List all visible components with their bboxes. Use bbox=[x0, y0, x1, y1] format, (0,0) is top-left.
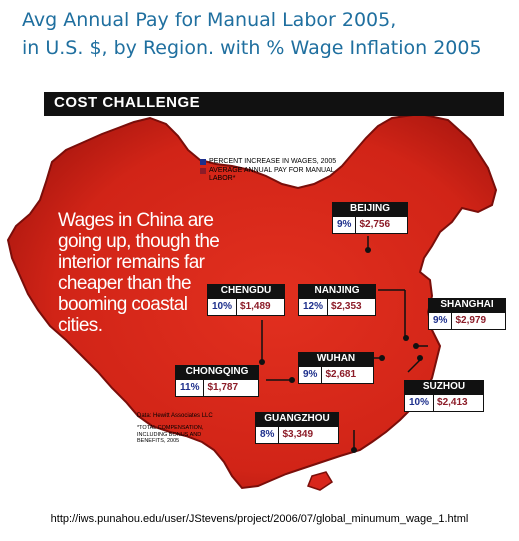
wage-increase: 12% bbox=[299, 299, 329, 315]
annual-pay: $2,681 bbox=[325, 369, 357, 380]
city-label-suzhou: SUZHOU 10% $2,413 bbox=[404, 380, 484, 412]
wage-increase: 9% bbox=[333, 217, 357, 233]
city-values: 11% $1,787 bbox=[175, 379, 259, 397]
callout-text: Wages in China are going up, though the … bbox=[58, 210, 220, 336]
source-url: http://iws.punahou.edu/user/JStevens/pro… bbox=[50, 513, 469, 525]
city-label-chongqing: CHONGQING 11% $1,787 bbox=[175, 365, 259, 397]
city-label-chengdu: CHENGDU 10% $1,489 bbox=[207, 284, 285, 316]
wage-increase: 11% bbox=[176, 380, 205, 396]
city-label-shanghai: SHANGHAI 9% $2,979 bbox=[428, 298, 506, 330]
annual-pay: $1,489 bbox=[240, 301, 271, 312]
city-values: 9% $2,681 bbox=[298, 366, 374, 384]
city-name: GUANGZHOU bbox=[255, 412, 339, 426]
legend-swatch-blue bbox=[200, 159, 206, 165]
page-title: Avg Annual Pay for Manual Labor 2005, in… bbox=[22, 6, 512, 62]
title-line-1: Avg Annual Pay for Manual Labor 2005, bbox=[22, 9, 397, 31]
leader-lines bbox=[261, 236, 428, 448]
legend-item-pay: AVERAGE ANNUAL PAY FOR MANUAL LABOR* bbox=[200, 167, 359, 183]
wage-increase: 9% bbox=[429, 313, 453, 329]
city-name: CHONGQING bbox=[175, 365, 259, 379]
city-values: 9% $2,979 bbox=[428, 312, 506, 330]
city-values: 12% $2,353 bbox=[298, 298, 376, 316]
city-name: SUZHOU bbox=[404, 380, 484, 394]
hainan-island bbox=[307, 471, 334, 491]
city-values: 9% $2,756 bbox=[332, 216, 408, 234]
city-values: 8% $3,349 bbox=[255, 426, 339, 444]
annual-pay: $1,787 bbox=[207, 382, 239, 393]
city-name: BEIJING bbox=[332, 202, 408, 216]
city-markers bbox=[259, 247, 423, 453]
legend-label: AVERAGE ANNUAL PAY FOR MANUAL LABOR* bbox=[209, 167, 335, 182]
annual-pay: $2,756 bbox=[359, 219, 391, 230]
legend-item-percent: PERCENT INCREASE IN WAGES, 2005 bbox=[200, 158, 359, 166]
title-line-2: in U.S. $, by Region. with % Wage Inflat… bbox=[22, 37, 482, 59]
city-values: 10% $2,413 bbox=[404, 394, 484, 412]
wage-increase: 10% bbox=[405, 395, 435, 411]
city-label-beijing: BEIJING 9% $2,756 bbox=[332, 202, 408, 234]
data-source: Data: Hewitt Associates LLC bbox=[137, 413, 213, 419]
legend-label: PERCENT INCREASE IN WAGES, 2005 bbox=[209, 158, 337, 165]
cost-challenge-banner: COST CHALLENGE bbox=[44, 92, 504, 116]
city-label-guangzhou: GUANGZHOU 8% $3,349 bbox=[255, 412, 339, 444]
city-name: SHANGHAI bbox=[428, 298, 506, 312]
city-label-nanjing: NANJING 12% $2,353 bbox=[298, 284, 376, 316]
banner-label: COST CHALLENGE bbox=[54, 94, 201, 111]
city-label-wuhan: WUHAN 9% $2,681 bbox=[298, 352, 374, 384]
legend-swatch-red bbox=[200, 168, 206, 174]
city-name: WUHAN bbox=[298, 352, 374, 366]
annual-pay: $3,349 bbox=[282, 429, 314, 440]
wage-increase: 9% bbox=[299, 367, 323, 383]
footnote: *TOTAL COMPENSATION, INCLUDING BONUS AND… bbox=[137, 425, 204, 444]
wage-increase: 10% bbox=[208, 299, 238, 315]
annual-pay: $2,413 bbox=[437, 397, 468, 408]
annual-pay: $2,979 bbox=[455, 315, 487, 326]
legend: PERCENT INCREASE IN WAGES, 2005 AVERAGE … bbox=[200, 158, 359, 184]
city-name: CHENGDU bbox=[207, 284, 285, 298]
wage-increase: 8% bbox=[256, 427, 280, 443]
city-values: 10% $1,489 bbox=[207, 298, 285, 316]
annual-pay: $2,353 bbox=[331, 301, 362, 312]
city-name: NANJING bbox=[298, 284, 376, 298]
